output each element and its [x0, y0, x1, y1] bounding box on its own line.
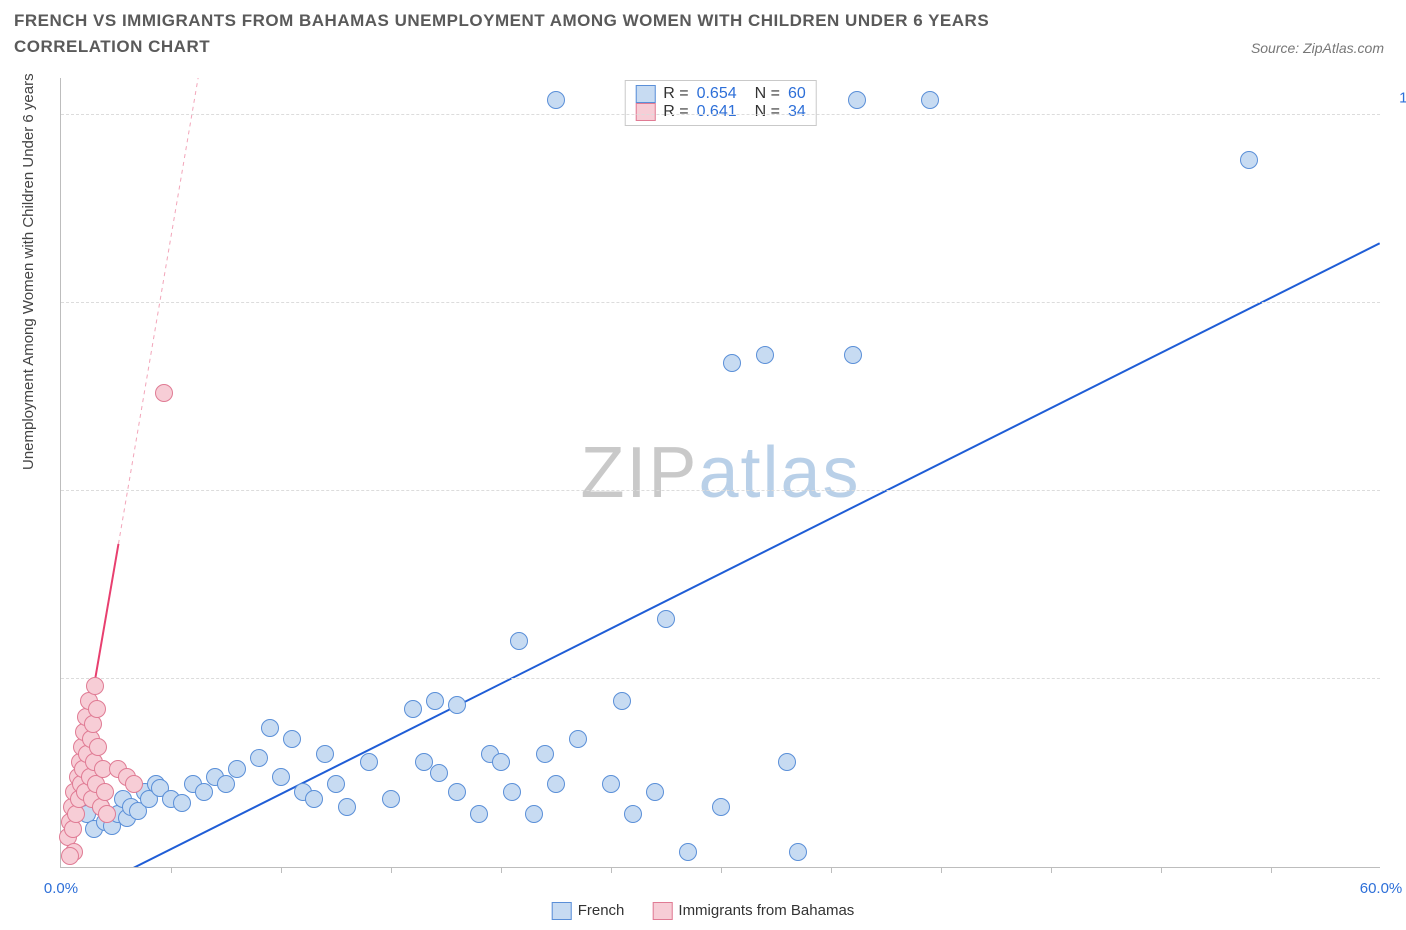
data-point	[283, 730, 301, 748]
gridline	[61, 114, 1380, 115]
data-point	[848, 91, 866, 109]
chart-title: FRENCH VS IMMIGRANTS FROM BAHAMAS UNEMPL…	[14, 8, 1114, 59]
data-point	[712, 798, 730, 816]
gridline	[61, 490, 1380, 491]
data-point	[602, 775, 620, 793]
data-point	[64, 820, 82, 838]
data-point	[536, 745, 554, 763]
data-point	[382, 790, 400, 808]
scatter-plot-area: ZIPatlas R =0.654N =60R =0.641N =34 25.0…	[60, 78, 1380, 868]
x-tick	[501, 867, 502, 873]
data-point	[125, 775, 143, 793]
data-point	[305, 790, 323, 808]
gridline	[61, 302, 1380, 303]
data-point	[569, 730, 587, 748]
data-point	[470, 805, 488, 823]
data-point	[657, 610, 675, 628]
source-attribution: Source: ZipAtlas.com	[1251, 40, 1384, 56]
y-axis-label: Unemployment Among Women with Children U…	[20, 73, 37, 470]
data-point	[195, 783, 213, 801]
data-point	[547, 775, 565, 793]
x-tick	[721, 867, 722, 873]
legend-item: French	[552, 902, 625, 920]
watermark: ZIPatlas	[580, 432, 860, 514]
y-tick-label: 50.0%	[1390, 465, 1406, 482]
data-point	[921, 91, 939, 109]
x-tick	[611, 867, 612, 873]
x-tick	[1161, 867, 1162, 873]
data-point	[61, 847, 79, 865]
data-point	[327, 775, 345, 793]
x-tick	[831, 867, 832, 873]
data-point	[679, 843, 697, 861]
data-point	[360, 753, 378, 771]
data-point	[415, 753, 433, 771]
data-point	[217, 775, 235, 793]
x-tick-label: 60.0%	[1360, 880, 1403, 897]
x-tick	[1271, 867, 1272, 873]
x-tick	[1051, 867, 1052, 873]
correlation-stats-legend: R =0.654N =60R =0.641N =34	[624, 80, 817, 126]
x-tick	[941, 867, 942, 873]
data-point	[448, 696, 466, 714]
stats-legend-row: R =0.654N =60	[635, 85, 806, 103]
series-legend: French Immigrants from Bahamas	[552, 902, 855, 920]
data-point	[778, 753, 796, 771]
data-point	[448, 783, 466, 801]
data-point	[250, 749, 268, 767]
data-point	[1240, 151, 1258, 169]
data-point	[272, 768, 290, 786]
x-tick-label: 0.0%	[44, 880, 78, 897]
data-point	[338, 798, 356, 816]
data-point	[316, 745, 334, 763]
data-point	[624, 805, 642, 823]
stats-legend-row: R =0.641N =34	[635, 103, 806, 121]
data-point	[98, 805, 116, 823]
data-point	[404, 700, 422, 718]
legend-item: Immigrants from Bahamas	[652, 902, 854, 920]
x-tick	[171, 867, 172, 873]
data-point	[86, 677, 104, 695]
data-point	[510, 632, 528, 650]
data-point	[492, 753, 510, 771]
data-point	[646, 783, 664, 801]
y-tick-label: 100.0%	[1390, 89, 1406, 106]
data-point	[430, 764, 448, 782]
data-point	[613, 692, 631, 710]
gridline	[61, 678, 1380, 679]
data-point	[756, 346, 774, 364]
y-tick-label: 75.0%	[1390, 277, 1406, 294]
data-point	[89, 738, 107, 756]
data-point	[155, 384, 173, 402]
data-point	[844, 346, 862, 364]
data-point	[96, 783, 114, 801]
data-point	[228, 760, 246, 778]
data-point	[547, 91, 565, 109]
data-point	[723, 354, 741, 372]
data-point	[173, 794, 191, 812]
data-point	[789, 843, 807, 861]
x-tick	[391, 867, 392, 873]
data-point	[88, 700, 106, 718]
data-point	[525, 805, 543, 823]
data-point	[426, 692, 444, 710]
y-tick-label: 25.0%	[1390, 653, 1406, 670]
data-point	[503, 783, 521, 801]
x-tick	[281, 867, 282, 873]
data-point	[261, 719, 279, 737]
